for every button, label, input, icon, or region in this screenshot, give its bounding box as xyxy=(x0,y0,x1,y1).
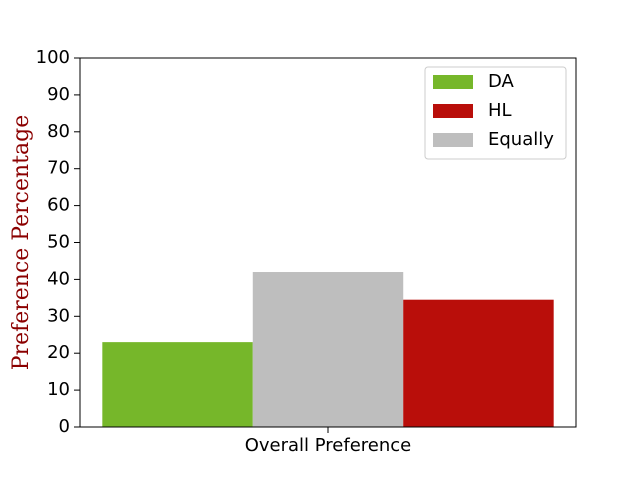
y-axis-ticks: 0 10 20 30 40 50 60 70 80 90 100 xyxy=(36,47,80,437)
y-axis-label: Preference Percentage xyxy=(9,115,34,370)
y-tick-label: 20 xyxy=(47,342,70,363)
y-tick-label: 0 xyxy=(59,416,70,437)
y-tick-label: 30 xyxy=(47,305,70,326)
y-tick-label: 60 xyxy=(47,195,70,216)
legend-swatch-da xyxy=(433,75,473,89)
bars-group xyxy=(102,272,554,427)
legend-swatch-hl xyxy=(433,104,473,118)
y-tick-label: 40 xyxy=(47,268,70,289)
y-tick-label: 90 xyxy=(47,84,70,105)
x-axis-ticks: Overall Preference xyxy=(245,427,412,456)
y-tick-label: 70 xyxy=(47,158,70,179)
y-tick-label: 100 xyxy=(36,47,70,68)
y-tick-label: 10 xyxy=(47,379,70,400)
legend-label-da: DA xyxy=(488,71,515,92)
y-tick-label: 50 xyxy=(47,232,70,253)
plot-frame xyxy=(79,57,577,428)
bar-hl xyxy=(403,299,554,427)
legend-label-hl: HL xyxy=(488,100,512,121)
y-tick-label: 80 xyxy=(47,121,70,142)
x-tick-label: Overall Preference xyxy=(245,435,412,456)
bar-da xyxy=(102,342,253,427)
legend-swatch-equally xyxy=(433,133,473,147)
legend-label-equally: Equally xyxy=(488,129,554,150)
bar-equally xyxy=(252,272,404,427)
legend: DA HL Equally xyxy=(424,66,567,160)
